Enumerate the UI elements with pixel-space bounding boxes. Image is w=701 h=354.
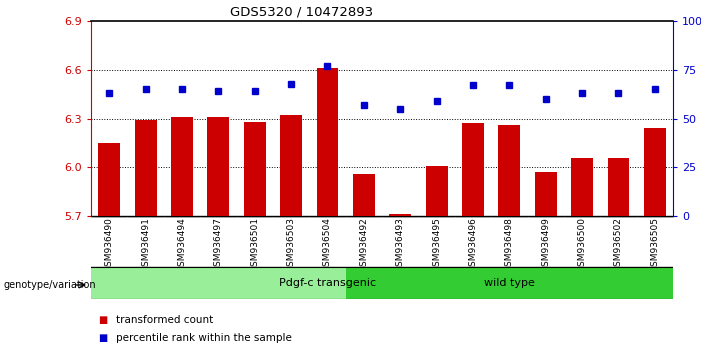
Bar bbox=[244, 122, 266, 216]
Text: GSM936490: GSM936490 bbox=[105, 217, 114, 272]
Bar bbox=[644, 129, 666, 216]
Text: GSM936503: GSM936503 bbox=[287, 217, 296, 273]
Text: genotype/variation: genotype/variation bbox=[4, 280, 96, 290]
Bar bbox=[207, 117, 229, 216]
Text: GSM936501: GSM936501 bbox=[250, 217, 259, 273]
Bar bbox=[171, 117, 193, 216]
Text: GSM936496: GSM936496 bbox=[468, 217, 477, 272]
Bar bbox=[280, 115, 302, 216]
Text: GSM936491: GSM936491 bbox=[141, 217, 150, 272]
Text: wild type: wild type bbox=[484, 278, 535, 288]
Text: ■: ■ bbox=[98, 315, 107, 325]
Text: GSM936493: GSM936493 bbox=[396, 217, 404, 272]
Text: GSM936492: GSM936492 bbox=[360, 217, 368, 272]
Text: GSM936495: GSM936495 bbox=[432, 217, 441, 272]
Text: percentile rank within the sample: percentile rank within the sample bbox=[116, 333, 292, 343]
Bar bbox=[426, 166, 447, 216]
Text: GDS5320 / 10472893: GDS5320 / 10472893 bbox=[230, 5, 373, 18]
Text: GSM936500: GSM936500 bbox=[578, 217, 587, 273]
Bar bbox=[498, 125, 520, 216]
Bar bbox=[462, 124, 484, 216]
Text: GSM936505: GSM936505 bbox=[651, 217, 659, 273]
Bar bbox=[389, 214, 411, 216]
Bar bbox=[135, 120, 156, 216]
Text: GSM936497: GSM936497 bbox=[214, 217, 223, 272]
Bar bbox=[317, 68, 339, 216]
Bar bbox=[98, 143, 121, 216]
Text: GSM936504: GSM936504 bbox=[323, 217, 332, 272]
Text: ■: ■ bbox=[98, 333, 107, 343]
Text: GSM936494: GSM936494 bbox=[177, 217, 186, 272]
Bar bbox=[91, 267, 346, 299]
Text: GSM936502: GSM936502 bbox=[614, 217, 623, 272]
Bar bbox=[353, 174, 375, 216]
Bar bbox=[346, 267, 673, 299]
Bar bbox=[608, 158, 629, 216]
Text: transformed count: transformed count bbox=[116, 315, 213, 325]
Text: GSM936499: GSM936499 bbox=[541, 217, 550, 272]
Text: GSM936498: GSM936498 bbox=[505, 217, 514, 272]
Text: Pdgf-c transgenic: Pdgf-c transgenic bbox=[279, 278, 376, 288]
Bar bbox=[535, 172, 557, 216]
Bar bbox=[571, 158, 593, 216]
